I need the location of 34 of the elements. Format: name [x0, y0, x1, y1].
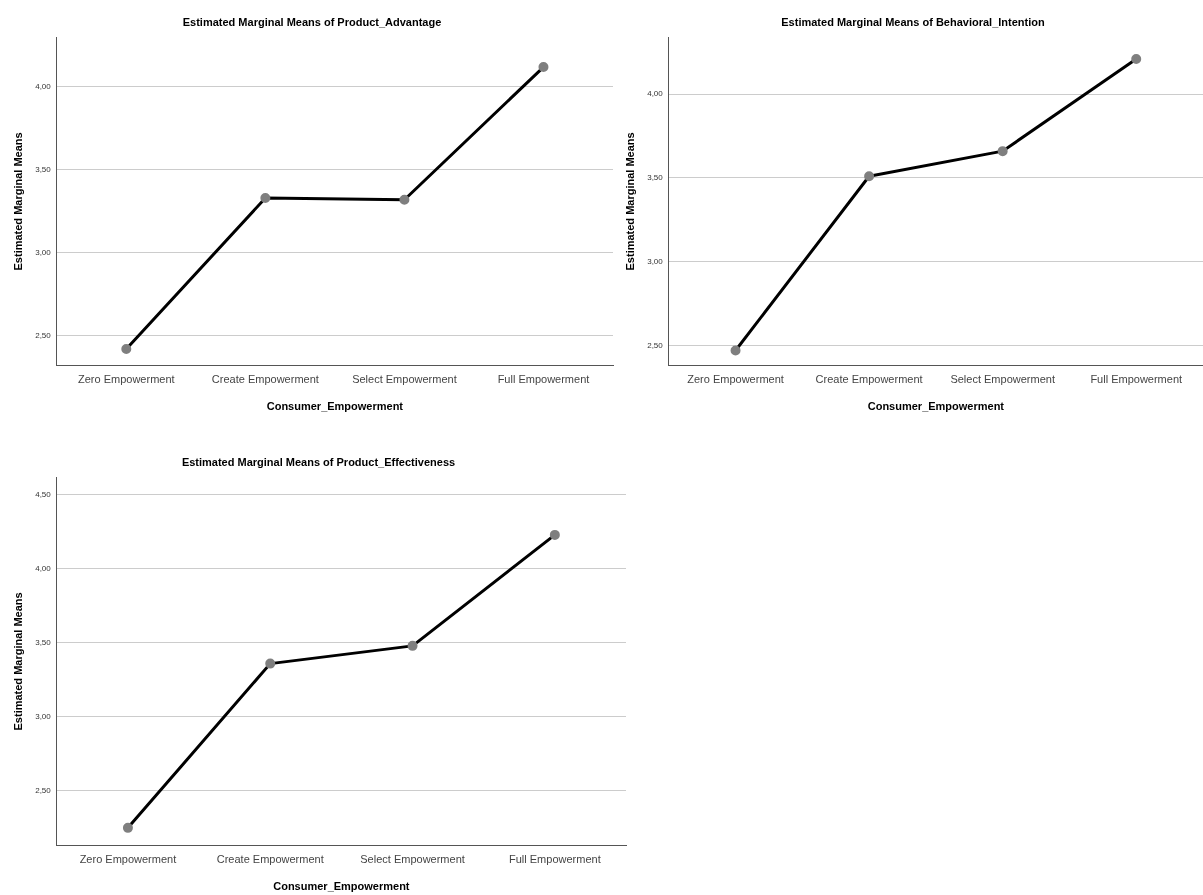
x-tick-label: Select Empowerment: [352, 373, 457, 386]
chart-title: Estimated Marginal Means of Product_Effectiveness: [181, 455, 456, 468]
x-tick-label: Create Empowerment: [815, 373, 923, 386]
x-tick-label: Select Empowerment: [950, 373, 1055, 386]
y-axis-title: Estimated Marginal Means: [11, 592, 24, 731]
y-tick-label: 4,00: [35, 82, 52, 92]
y-tick-label: 3,00: [35, 248, 52, 258]
y-tick-label: 3,00: [35, 712, 52, 722]
x-tick-label: Full Empowerment: [497, 373, 590, 386]
y-tick-label: 3,50: [35, 638, 52, 648]
y-axis-title: Estimated Marginal Means: [623, 132, 636, 271]
y-tick-label: 4,00: [647, 89, 664, 99]
chart-title: Estimated Marginal Means of Behavioral_Intention: [781, 15, 1045, 28]
y-tick-label: 2,50: [647, 340, 664, 350]
y-tick-label: 4,50: [35, 490, 52, 500]
y-tick-label: 3,00: [647, 256, 664, 266]
x-tick-label: Zero Empowerment: [687, 373, 784, 386]
y-tick-label: 3,50: [647, 173, 664, 183]
x-tick-label: Zero Empowerment: [78, 373, 175, 386]
y-tick-label: 2,50: [35, 786, 52, 796]
x-tick-label: Full Empowerment: [508, 853, 601, 866]
x-tick-label: Select Empowerment: [360, 853, 465, 866]
y-tick-label: 4,00: [35, 564, 52, 574]
x-tick-label: Zero Empowerment: [79, 853, 177, 866]
x-tick-label: Full Empowerment: [1090, 373, 1183, 386]
y-axis-title: Estimated Marginal Means: [11, 132, 24, 271]
x-axis-title: Consumer_Empowerment: [266, 400, 404, 413]
chart-title: Estimated Marginal Means of Product_Advantage: [182, 15, 442, 28]
x-tick-label: Create Empowerment: [216, 853, 324, 866]
y-tick-label: 3,50: [35, 165, 52, 175]
x-tick-label: Create Empowerment: [211, 373, 319, 386]
x-axis-title: Consumer_Empowerment: [867, 400, 1005, 413]
x-axis-title: Consumer_Empowerment: [273, 880, 410, 893]
y-tick-label: 2,50: [35, 330, 52, 340]
